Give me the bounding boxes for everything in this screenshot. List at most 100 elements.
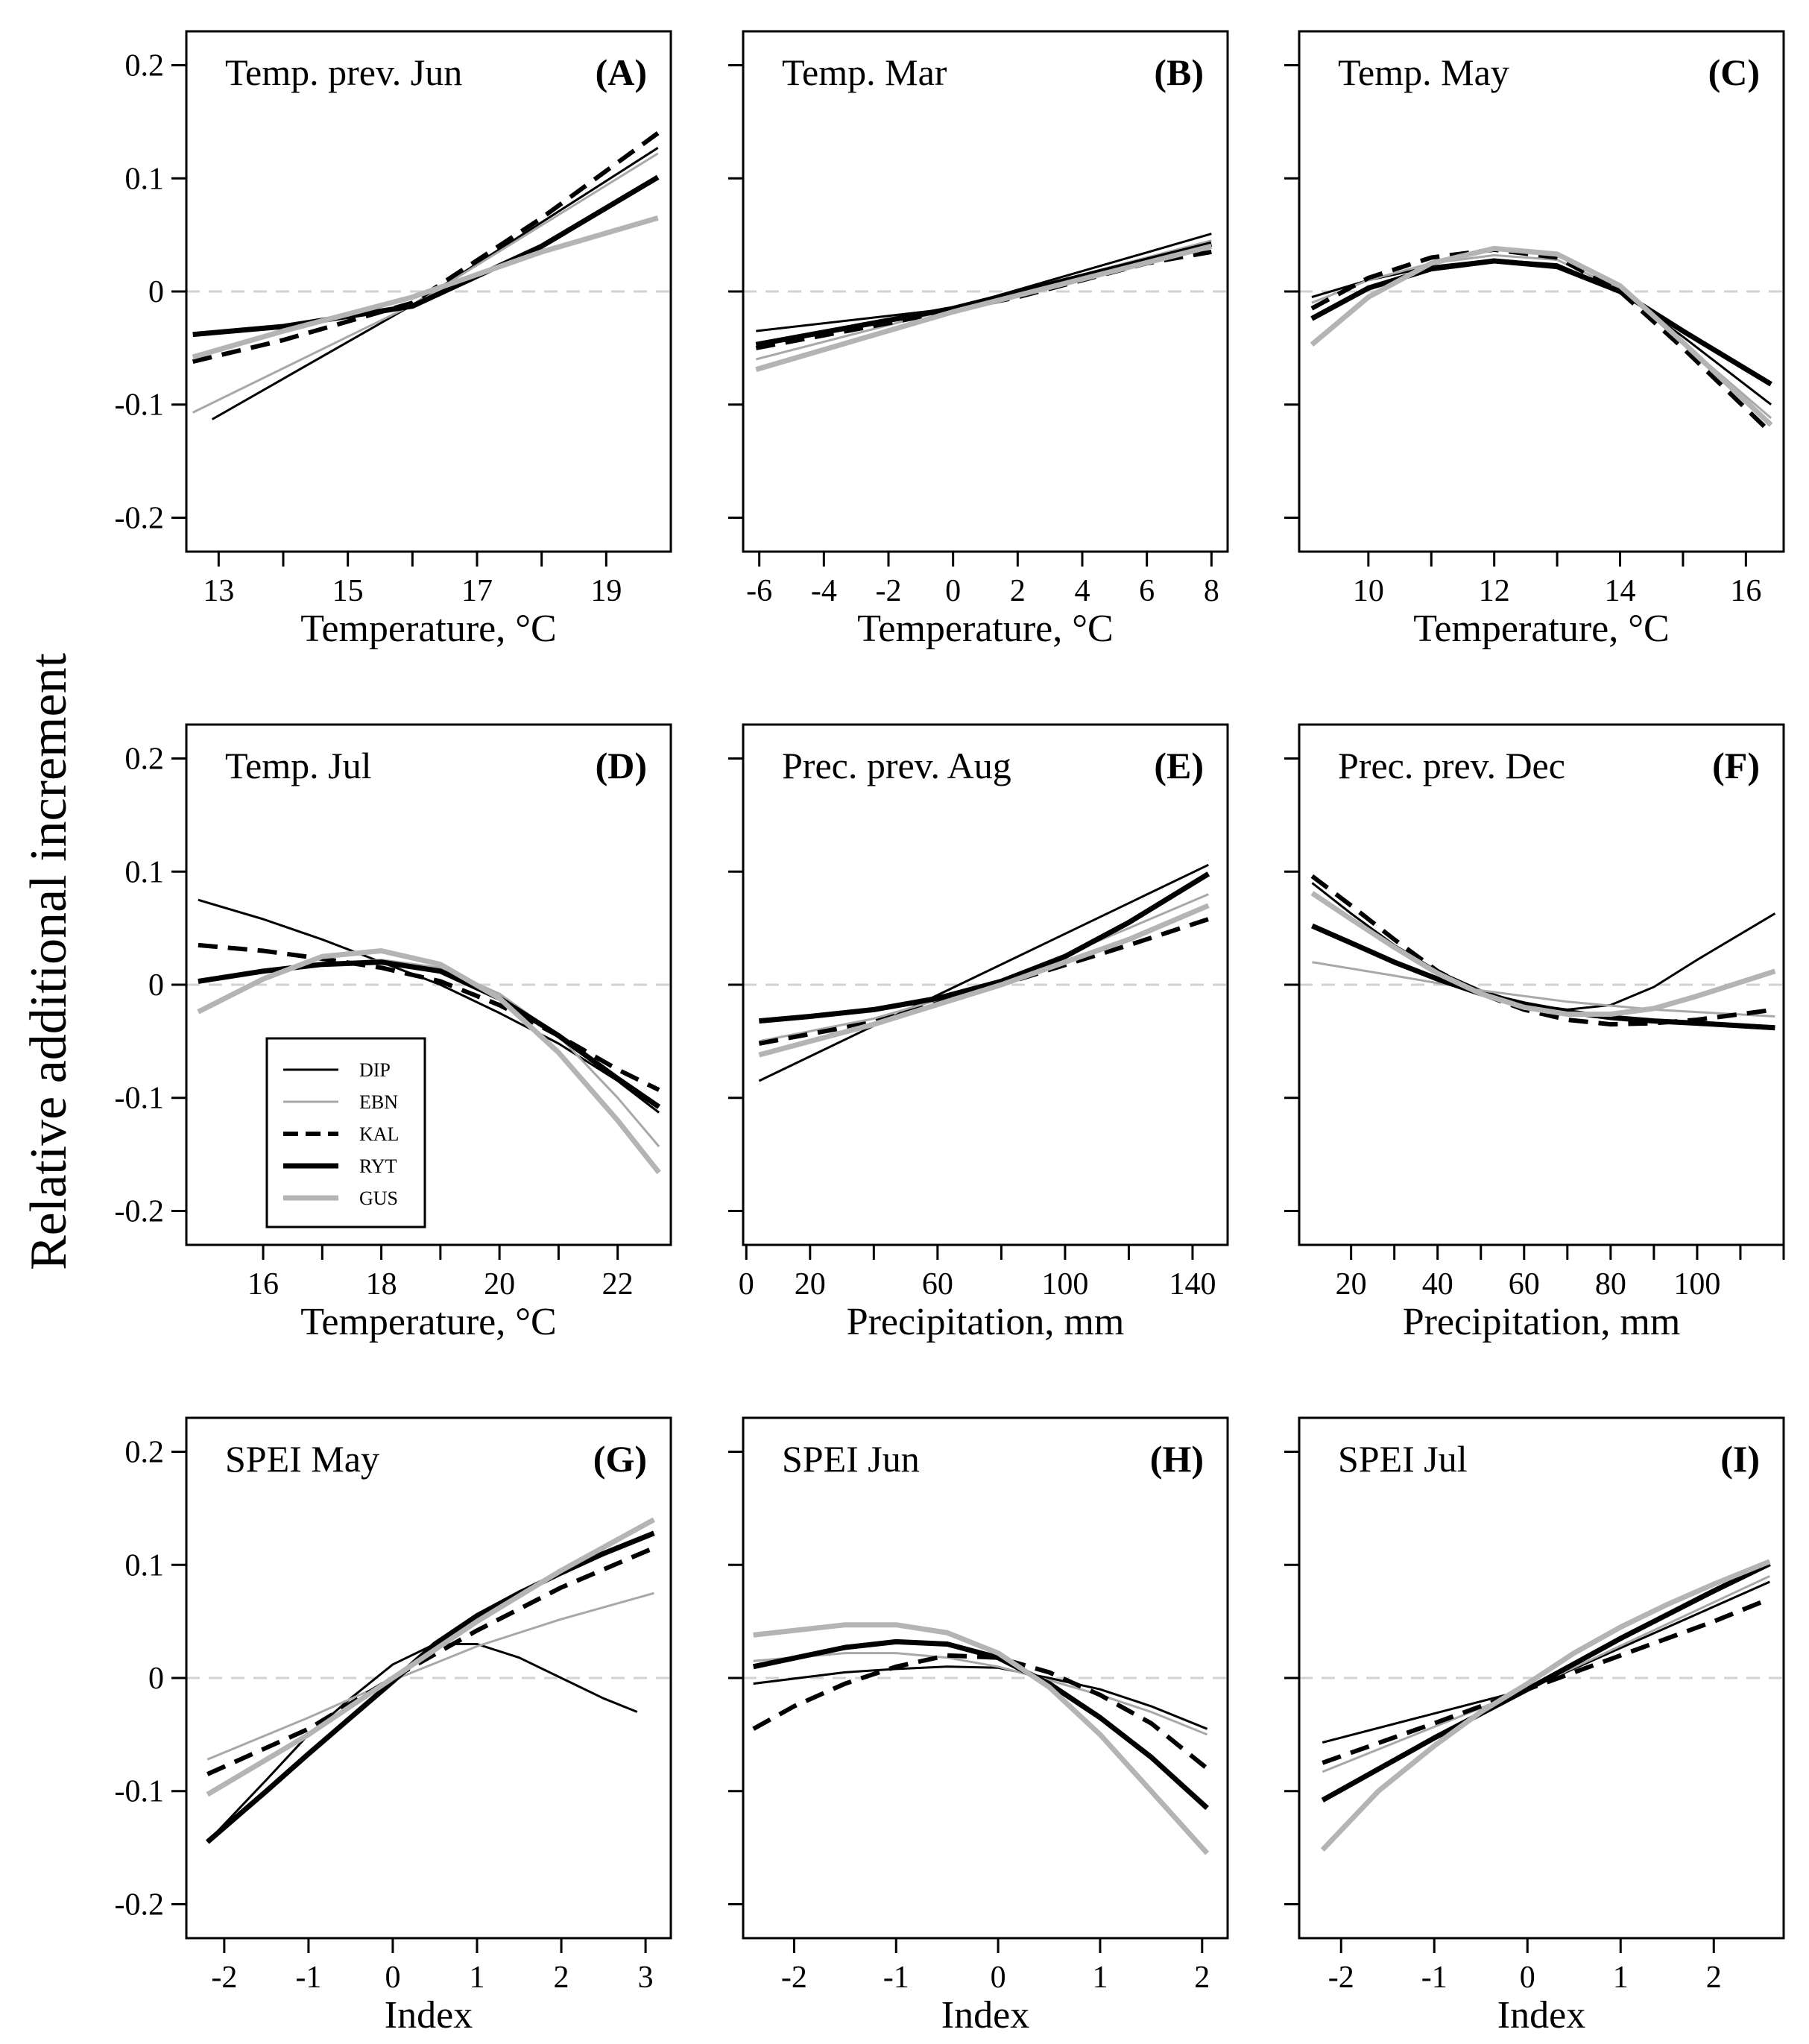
x-tick-label: 40 [1422,1267,1453,1302]
x-tick-label: 6 [1139,574,1155,608]
series-line-dip [758,863,1209,1082]
panel-a: -0.2 -0.1 0 0.1 0.2 13 15 17 19 Temp. prev. Jun (A… [115,30,672,650]
series-line-kal [752,1653,1209,1770]
panel-letter: (B) [1154,51,1204,93]
y-tick-label: 0.2 [125,49,165,83]
y-tick-label: -0.2 [115,1194,165,1228]
x-tick-label: 14 [1605,574,1636,608]
x-tick-label: 20 [795,1267,826,1302]
series-line-kal [1322,1597,1771,1765]
x-tick-label: 19 [590,574,622,608]
panel-title: Prec. prev. Dec [1338,745,1565,786]
legend-label: EBN [359,1091,398,1113]
series-line-kal [192,131,660,365]
legend-label: GUS [359,1187,398,1209]
x-tick-label: -2 [211,1961,237,1995]
x-tick-label: 2 [1010,574,1026,608]
x-tick-label: 2 [554,1961,569,1995]
y-tick-label: -0.1 [115,388,165,423]
x-tick-label: 12 [1479,574,1510,608]
series-line-gus [1310,891,1776,1017]
x-tick-label: -2 [1328,1961,1354,1995]
x-axis-title: Temperature, °C [300,608,556,650]
panel-c: 10 12 14 16 Temp. May (C) Temperature, °C [1284,30,1785,650]
panel-letter: (C) [1708,51,1760,93]
panel-title: Temp. May [1338,51,1509,93]
panel-title: Temp. Jul [225,745,371,786]
x-tick-label: 8 [1204,574,1219,608]
panel-title: SPEI Jun [782,1438,920,1480]
panel-title: SPEI Jul [1338,1438,1468,1480]
panel-letter: (A) [596,51,647,93]
series-line-ebn [1312,961,1775,1018]
x-tick-label: 1 [470,1961,485,1995]
series-line-ryt [752,1638,1209,1811]
panel-title: Temp. Mar [782,51,947,93]
x-axis-title: Index [941,1994,1029,2037]
y-tick-label: 0 [148,968,164,1003]
panel-title: SPEI May [225,1438,379,1480]
series-line-ebn [753,1652,1208,1736]
series-line-gus [753,1622,1210,1855]
legend-label: RYT [359,1155,397,1177]
y-tick-label: 0.1 [125,1548,165,1583]
x-tick-label: 22 [602,1267,634,1302]
series-line-kal [206,1545,655,1776]
x-tick-label: -1 [1421,1961,1447,1995]
x-tick-label: -1 [883,1961,909,1995]
x-tick-label: 0 [945,574,961,608]
x-axis-title: Index [1497,1994,1585,2037]
x-tick-label: 16 [1730,574,1761,608]
panel-title: Temp. prev. Jun [225,51,462,93]
x-tick-label: 60 [1509,1267,1540,1302]
x-tick-label: 1 [1092,1961,1108,1995]
y-axis-title: Relative additional increment [20,652,78,1270]
legend-label: KAL [359,1123,399,1145]
x-tick-label: 18 [366,1267,397,1302]
series-line-gus [755,243,1213,373]
y-tick-label: -0.2 [115,1887,165,1922]
y-tick-label: -0.1 [115,1775,165,1809]
y-tick-label: 0.2 [125,742,165,777]
legend-label: DIP [359,1059,391,1081]
series-line-ryt [759,871,1210,1024]
panel-letter: (G) [593,1438,647,1480]
x-tick-label: 140 [1169,1267,1216,1302]
series-line-gus [206,1517,656,1797]
y-tick-label: 0.2 [125,1436,165,1470]
x-tick-label: 20 [1336,1267,1367,1302]
x-tick-label: -2 [781,1961,807,1995]
x-axis-title: Temperature, °C [300,1301,556,1343]
series-line-gus [758,903,1210,1058]
x-tick-label: 2 [1706,1961,1722,1995]
y-tick-label: 0 [148,275,164,309]
x-tick-label: 0 [385,1961,400,1995]
x-axis-title: Precipitation, mm [847,1301,1125,1343]
x-tick-label: 3 [638,1961,654,1995]
panel-d: -0.2 -0.1 0 0.1 0.2 16 18 20 22 Temp. Jul (D) Tempe… [115,723,672,1343]
x-tick-label: 15 [332,574,364,608]
panel-letter: (E) [1154,745,1204,786]
x-tick-label: 60 [922,1267,953,1302]
y-tick-label: 0.1 [125,855,165,889]
panel-letter: (I) [1720,1438,1760,1480]
series-line-gus [1320,1559,1771,1852]
x-axis-title: Temperature, °C [1413,608,1669,650]
panel-letter: (H) [1150,1438,1204,1480]
panel-letter: (D) [596,745,647,786]
x-tick-label: -2 [876,574,902,608]
series-line-ebn [206,1592,654,1761]
series-line-gus [197,948,661,1175]
y-tick-label: 0.1 [125,162,165,196]
y-tick-label: -0.1 [115,1082,165,1116]
panel-g: -0.2 -0.1 0 0.1 0.2 -2 -1 0 1 2 3 SPEI May (G) Index [115,1416,672,2037]
panel-i: -2 -1 0 1 2 SPEI Jul (I) Index [1284,1416,1785,2037]
panel-f: 20 40 60 80 100 Prec. prev. Dec (F) Precipitati… [1284,723,1785,1343]
y-tick-label: 0 [148,1662,164,1696]
x-tick-label: 80 [1595,1267,1626,1302]
x-tick-label: 17 [461,574,493,608]
y-tick-label: -0.2 [115,501,165,535]
panel-h: -2 -1 0 1 2 SPEI Jun (H) Index [728,1416,1229,2037]
series-line-ryt [1321,1561,1771,1802]
